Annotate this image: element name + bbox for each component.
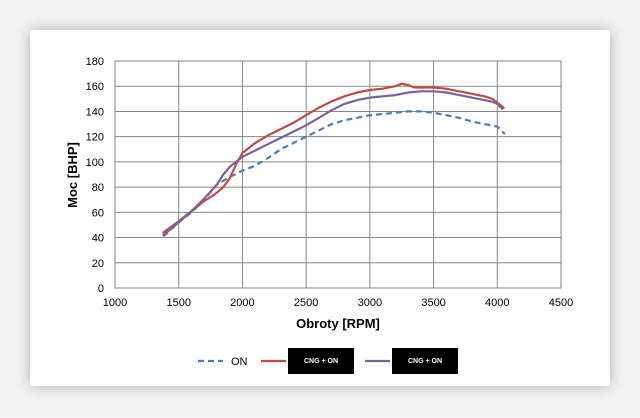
x-tick-label: 3500 [421,297,445,309]
y-tick-label: 160 [86,81,104,93]
x-tick-label: 4500 [549,297,573,309]
y-tick-label: 100 [86,157,104,169]
x-tick-labels: 1000 1500 2000 2500 3000 3500 4000 4500 [103,297,573,309]
y-axis-title: Moc [BHP] [65,142,80,208]
x-tick-label: 1500 [166,297,190,309]
y-tick-label: 140 [86,106,104,118]
y-tick-label: 0 [98,283,104,295]
legend-label-cng-on-purple: CNG + ON [408,358,442,365]
x-tick-label: 1000 [103,297,127,309]
series-lines [162,82,506,238]
line-chart: 0 20 40 60 80 100 120 140 160 180 1000 1500 2000 250… [65,56,573,374]
x-tick-label: 3000 [358,297,382,309]
y-tick-label: 120 [86,132,104,144]
x-axis-title: Obroty [RPM] [296,316,380,331]
plot-area [114,60,562,289]
y-tick-label: 80 [92,182,104,194]
y-tick-label: 40 [92,233,104,245]
x-tick-label: 2000 [230,297,254,309]
y-tick-label: 180 [86,56,104,68]
series-line-cng-on-purple [162,90,504,237]
y-tick-label: 20 [92,258,104,270]
legend-label-box-cng-on-red [288,348,354,374]
x-tick-label: 2500 [294,297,318,309]
legend: ON CNG + ON CNG + ON [198,348,458,374]
legend-label-on: ON [231,356,248,368]
y-tick-labels: 0 20 40 60 80 100 120 140 160 180 [86,56,104,295]
y-tick-label: 60 [92,207,104,219]
series-line-on [162,110,506,238]
series-line-cng-on-red [162,82,505,234]
chart-card: 0 20 40 60 80 100 120 140 160 180 1000 1500 2000 250… [30,30,610,386]
x-tick-label: 4000 [485,297,509,309]
legend-label-box-cng-on-purple [392,348,458,374]
legend-label-cng-on-red: CNG + ON [304,358,338,365]
